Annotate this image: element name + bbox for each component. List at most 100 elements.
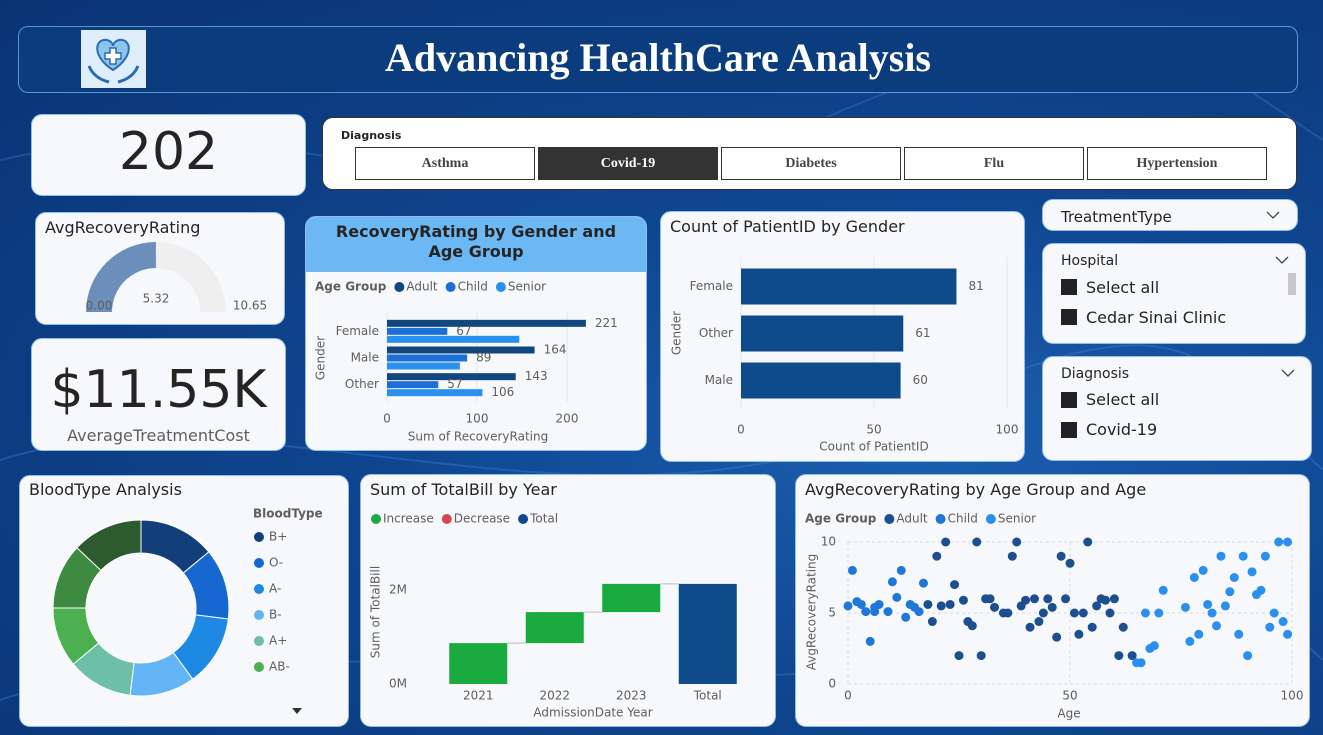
point: [1083, 537, 1093, 547]
legend-dot: [371, 514, 381, 524]
point: [1194, 629, 1204, 639]
chart-title: Sum of TotalBill by Year: [370, 480, 557, 499]
point: [1149, 641, 1159, 651]
point: [1203, 599, 1213, 609]
point: [1212, 621, 1222, 631]
point: [1109, 594, 1119, 604]
point: [936, 601, 946, 611]
point: [1065, 558, 1075, 568]
legend-dot: [445, 282, 456, 292]
scrollbar[interactable]: [1288, 273, 1296, 295]
chevron: [1266, 211, 1280, 219]
point: [847, 565, 857, 575]
legend-label: Total: [529, 512, 558, 526]
chevron-path: [1266, 211, 1280, 219]
checkbox[interactable]: [1061, 422, 1077, 438]
x-axis-label: Count of PatientID: [819, 440, 928, 454]
kpi-card: [31, 114, 306, 196]
point: [1265, 622, 1275, 632]
legend-dot: [935, 514, 946, 524]
x-tick-label: 0: [383, 412, 391, 426]
point: [1243, 651, 1253, 661]
kpi-value: $11.55K: [50, 360, 267, 420]
point: [932, 551, 942, 561]
y-axis-label: Gender: [314, 336, 328, 380]
data-label: 221: [595, 316, 618, 330]
point: [1069, 608, 1079, 618]
point: [1278, 617, 1288, 627]
legend-dot: [254, 532, 264, 542]
point: [1047, 602, 1057, 612]
slicer-item[interactable]: Cedar Sinai Clinic: [1086, 308, 1227, 327]
bar: [387, 389, 483, 397]
treatment-dropdown[interactable]: [1042, 199, 1298, 231]
gauge-min-label: 0.00: [86, 299, 113, 313]
checkbox[interactable]: [1061, 392, 1077, 408]
y-tick-label: Male: [351, 351, 379, 365]
chevron-path: [1275, 256, 1289, 264]
slicer-title: Hospital: [1061, 253, 1119, 269]
page-title: Advancing HealthCare Analysis: [385, 35, 931, 80]
x-tick-label: 100: [1281, 689, 1304, 703]
bar: [387, 346, 535, 354]
y-tick-label: Female: [690, 279, 733, 293]
diagnosis-button[interactable]: Hypertension: [1087, 147, 1267, 180]
checkbox[interactable]: [1061, 309, 1077, 325]
bar: [678, 583, 737, 684]
slicer-item[interactable]: Covid-19: [1086, 420, 1158, 439]
point: [927, 617, 937, 627]
legend-dot: [394, 282, 405, 292]
diagnosis-button[interactable]: Asthma: [355, 147, 535, 180]
point: [870, 607, 880, 617]
point: [896, 565, 906, 575]
point: [1105, 608, 1115, 618]
point: [1189, 573, 1199, 582]
point: [1260, 551, 1270, 561]
point: [1029, 594, 1039, 604]
legend-label: O-: [269, 556, 283, 570]
legend-label: Child: [458, 280, 488, 294]
y-tick-label: 0: [828, 677, 836, 691]
point: [918, 578, 928, 588]
point: [1114, 651, 1124, 661]
diagnosis-button[interactable]: Diabetes: [721, 147, 901, 180]
slicer-item[interactable]: Select all: [1086, 278, 1160, 297]
bar: [387, 335, 520, 343]
data-label: 164: [544, 343, 567, 357]
slicer-item[interactable]: Select all: [1086, 390, 1160, 409]
logo-cross: [104, 47, 122, 65]
point: [892, 592, 902, 602]
chart-title: Count of PatientID by Gender: [670, 217, 905, 236]
point: [1283, 537, 1293, 547]
kpi-label: AverageTreatmentCost: [67, 426, 250, 445]
data-label: 60: [913, 373, 928, 387]
diagnosis-button[interactable]: Flu: [904, 147, 1084, 180]
chart-title: RecoveryRating by Gender and Age Group: [335, 222, 617, 261]
point: [976, 651, 986, 661]
y-tick-label: 5: [828, 606, 836, 620]
legend-dot: [495, 282, 506, 292]
legend-scroll-arrow[interactable]: [291, 707, 303, 715]
point: [985, 594, 995, 604]
y-tick-label: 2M: [389, 583, 407, 597]
diagnosis-button[interactable]: Covid-19: [538, 147, 718, 180]
y-tick-label: Female: [336, 324, 379, 338]
legend-title: Age Group: [805, 512, 877, 526]
y-axis-label: AvgRecoveryRating: [805, 554, 819, 671]
card-header-band: [306, 217, 646, 272]
bar: [741, 362, 901, 399]
data-label: 143: [525, 369, 548, 383]
point: [972, 537, 982, 547]
bar: [525, 612, 584, 644]
x-tick-label: 2021: [463, 689, 494, 703]
point: [990, 602, 1000, 612]
point: [1056, 551, 1066, 561]
bar: [449, 643, 508, 684]
point: [1025, 622, 1035, 632]
checkbox[interactable]: [1061, 279, 1077, 295]
legend-label: AB-: [269, 660, 290, 674]
gauge-max-label: 10.65: [233, 299, 267, 313]
chart-title: BloodType Analysis: [29, 480, 182, 499]
point: [1220, 601, 1230, 611]
